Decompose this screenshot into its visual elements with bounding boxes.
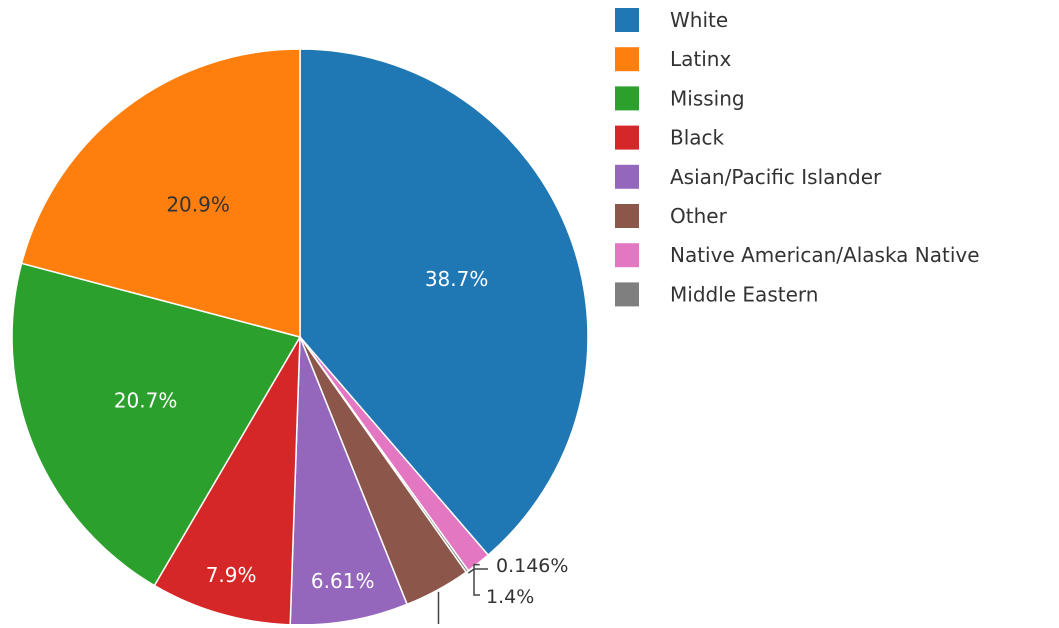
slice-label-missing: 20.7%	[114, 389, 178, 413]
legend-item-native-american-alaska-native[interactable]: Native American/Alaska Native	[615, 243, 980, 268]
pie-slice-missing[interactable]	[11, 262, 302, 587]
pie-inside-labels: 38.7% 6.61% 7.9% 20.7% 20.9%	[114, 193, 489, 593]
legend-swatch-middle-eastern	[615, 282, 639, 307]
pie-slice-latinx[interactable]	[20, 48, 301, 338]
legend-label-white: White	[670, 8, 728, 32]
pie-slices	[11, 48, 589, 626]
legend-item-middle-eastern[interactable]: Middle Eastern	[615, 282, 818, 307]
legend-swatch-white	[615, 8, 639, 32]
legend-swatch-missing	[615, 86, 639, 111]
legend-label-native-american-alaska-native: Native American/Alaska Native	[670, 243, 980, 267]
legend-swatch-black	[615, 125, 639, 150]
pie-slice-white[interactable]	[299, 48, 589, 557]
slice-label-latinx: 20.9%	[166, 193, 230, 217]
legend-swatch-latinx	[615, 47, 639, 72]
legend-item-asian-pacific-islander[interactable]: Asian/Pacific Islander	[615, 164, 882, 189]
leader-line-native-american-alaska-native	[473, 563, 480, 596]
legend-label-middle-eastern: Middle Eastern	[670, 282, 818, 306]
legend-item-latinx[interactable]: Latinx	[615, 47, 731, 72]
slice-label-middle-eastern: 0.146%	[496, 555, 568, 577]
slice-label-native-american-alaska-native: 1.4%	[486, 586, 534, 608]
legend-item-white[interactable]: White	[615, 8, 728, 32]
legend-swatch-other	[615, 204, 639, 228]
legend-label-black: Black	[670, 126, 725, 150]
legend-label-latinx: Latinx	[670, 47, 731, 71]
legend-label-missing: Missing	[670, 86, 745, 110]
legend-swatch-asian-pacific-islander	[615, 164, 639, 189]
legend-label-asian-pacific-islander: Asian/Pacific Islander	[670, 165, 882, 189]
legend[interactable]: White Latinx Missing Black Asian/Pacific Isl…	[615, 8, 980, 307]
slice-label-black: 7.9%	[206, 563, 257, 587]
legend-item-missing[interactable]: Missing	[615, 86, 745, 111]
slice-label-white: 38.7%	[425, 267, 489, 291]
legend-item-black[interactable]: Black	[615, 125, 725, 150]
legend-swatch-native-american-alaska-native	[615, 243, 639, 268]
leader-line-middle-eastern	[467, 568, 488, 574]
legend-label-other: Other	[670, 204, 728, 228]
legend-item-other[interactable]: Other	[615, 204, 728, 228]
slice-label-asian-pacific-islander: 6.61%	[311, 569, 375, 593]
